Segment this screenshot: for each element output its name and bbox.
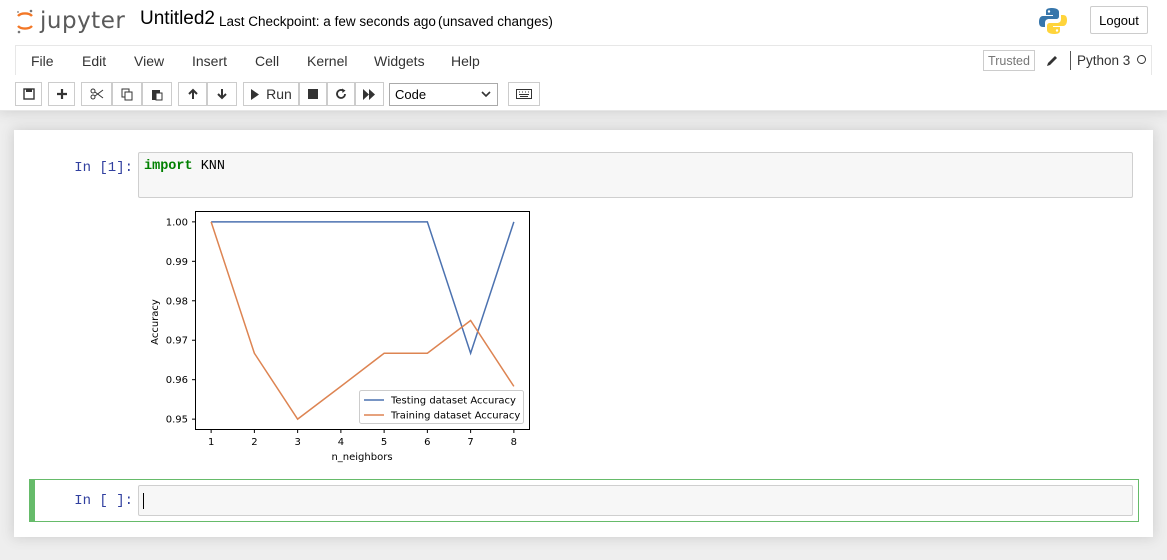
text-cursor	[143, 493, 144, 509]
legend-label-training: Training dataset Accuracy	[390, 411, 520, 422]
testing-accuracy-line	[211, 221, 515, 356]
cell-type-select[interactable]: Code	[389, 83, 498, 106]
arrow-up-icon	[187, 88, 198, 99]
y-tick-label: 1.00	[166, 217, 188, 228]
y-tick-label: 0.96	[166, 375, 188, 386]
notebook-name[interactable]: Untitled2	[140, 8, 215, 29]
x-tick-label: 6	[424, 437, 430, 448]
copy-button[interactable]	[112, 82, 142, 106]
y-axis-label: Accuracy	[150, 299, 161, 345]
x-tick-label: 3	[294, 437, 300, 448]
checkpoint-status: Last Checkpoint: a few seconds ago	[219, 14, 436, 29]
kernel-divider	[1070, 51, 1071, 70]
menu-insert[interactable]: Insert	[192, 53, 228, 69]
cell-prompt-empty: In [ ]:	[74, 493, 133, 509]
menu-file[interactable]: File	[31, 53, 54, 69]
pencil-icon[interactable]	[1045, 54, 1059, 68]
kernel-idle-icon	[1137, 55, 1146, 64]
insert-cell-button[interactable]	[48, 82, 75, 106]
cut-button[interactable]	[81, 82, 112, 106]
trusted-badge[interactable]: Trusted	[983, 50, 1035, 71]
command-palette-button[interactable]	[508, 82, 540, 106]
menu-view[interactable]: View	[134, 53, 165, 69]
code-keyword: import	[144, 159, 193, 174]
restart-icon	[336, 88, 346, 99]
y-tick-label: 0.95	[166, 415, 188, 426]
x-tick-label: 4	[338, 437, 344, 448]
x-tick-label: 2	[251, 437, 257, 448]
menu-edit[interactable]: Edit	[82, 53, 107, 69]
jupyter-logo-icon	[17, 9, 33, 34]
x-tick-label: 1	[208, 437, 214, 448]
paste-icon	[152, 89, 163, 100]
code-input-empty[interactable]	[138, 485, 1133, 516]
run-button[interactable]: Run	[243, 82, 299, 106]
stop-icon	[308, 89, 318, 99]
y-tick-label: 0.99	[166, 257, 188, 268]
play-icon	[251, 88, 260, 100]
x-tick-label: 7	[467, 437, 473, 448]
jupyter-logo[interactable]: jupyter	[16, 6, 125, 36]
autosave-status: (unsaved changes)	[438, 14, 553, 29]
menu-help[interactable]: Help	[451, 53, 480, 69]
accuracy-chart: 1 2 3 4 5 6 7 8 0.95 0.96 0.97 0.98 0.99 1.00 n_neigh…	[150, 211, 530, 463]
run-label: Run	[266, 86, 292, 102]
restart-run-all-button[interactable]	[355, 82, 384, 106]
logo-text: jupyter	[40, 8, 126, 34]
save-button[interactable]	[15, 82, 42, 106]
legend-box	[359, 390, 524, 424]
kernel-name[interactable]: Python 3	[1077, 53, 1131, 68]
x-tick-label: 8	[511, 437, 517, 448]
arrow-down-icon	[217, 89, 227, 100]
menu-kernel[interactable]: Kernel	[307, 53, 348, 69]
x-axis-label: n_neighbors	[331, 452, 392, 463]
restart-button[interactable]	[327, 82, 355, 106]
training-accuracy-line	[210, 221, 515, 421]
interrupt-button[interactable]	[299, 82, 327, 106]
y-tick-label: 0.97	[166, 336, 188, 347]
menu-cell[interactable]: Cell	[255, 53, 280, 69]
paste-button[interactable]	[142, 82, 172, 106]
chevron-down-icon	[481, 91, 491, 98]
plus-icon	[56, 89, 67, 99]
menubar: File Edit View Insert Cell Kernel Widget…	[15, 45, 1152, 75]
move-down-button[interactable]	[207, 82, 237, 106]
legend-label-testing: Testing dataset Accuracy	[390, 396, 516, 407]
code-input[interactable]: import KNN	[138, 152, 1133, 198]
python-logo-icon	[1039, 8, 1067, 34]
code-line: import KNN	[144, 159, 225, 174]
logout-button[interactable]: Logout	[1090, 6, 1148, 34]
move-up-button[interactable]	[178, 82, 207, 106]
legend: Testing dataset Accuracy Training datase…	[359, 390, 524, 424]
header: jupyter Untitled2 Last Checkpoint: a few…	[0, 0, 1167, 111]
fast-forward-icon	[363, 88, 375, 100]
code-text: KNN	[192, 159, 226, 174]
y-tick-label: 0.98	[166, 296, 188, 307]
keyboard-icon	[516, 89, 532, 99]
cell-prompt: In [1]:	[74, 160, 133, 176]
save-icon	[22, 88, 35, 100]
x-tick-label: 5	[381, 437, 387, 448]
cut-icon	[90, 88, 103, 100]
copy-icon	[121, 88, 133, 100]
cell-type-value: Code	[395, 87, 427, 102]
menu-widgets[interactable]: Widgets	[374, 53, 425, 69]
